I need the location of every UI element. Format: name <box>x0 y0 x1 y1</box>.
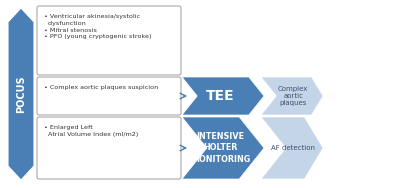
Text: INTENSIVE
HOLTER
MONITORING: INTENSIVE HOLTER MONITORING <box>191 132 250 164</box>
Polygon shape <box>182 117 264 179</box>
FancyBboxPatch shape <box>37 77 181 115</box>
Polygon shape <box>8 8 34 180</box>
Text: • Enlarged Left
  Atrial Volume Index (ml/m2): • Enlarged Left Atrial Volume Index (ml/… <box>44 125 138 137</box>
Text: • Complex aortic plaques suspicion: • Complex aortic plaques suspicion <box>44 85 158 90</box>
Text: TEE: TEE <box>206 89 235 103</box>
Polygon shape <box>182 77 264 115</box>
Text: Complex
aortic
plaques: Complex aortic plaques <box>278 86 308 106</box>
Text: AF detection: AF detection <box>271 145 315 151</box>
Polygon shape <box>261 77 323 115</box>
Text: POCUS: POCUS <box>16 75 26 113</box>
FancyBboxPatch shape <box>37 6 181 75</box>
FancyBboxPatch shape <box>37 117 181 179</box>
Polygon shape <box>261 117 323 179</box>
Text: • Ventricular akinesia/systolic
  dysfunction
• Mitral stenosis
• PFO (young cry: • Ventricular akinesia/systolic dysfunct… <box>44 14 152 39</box>
